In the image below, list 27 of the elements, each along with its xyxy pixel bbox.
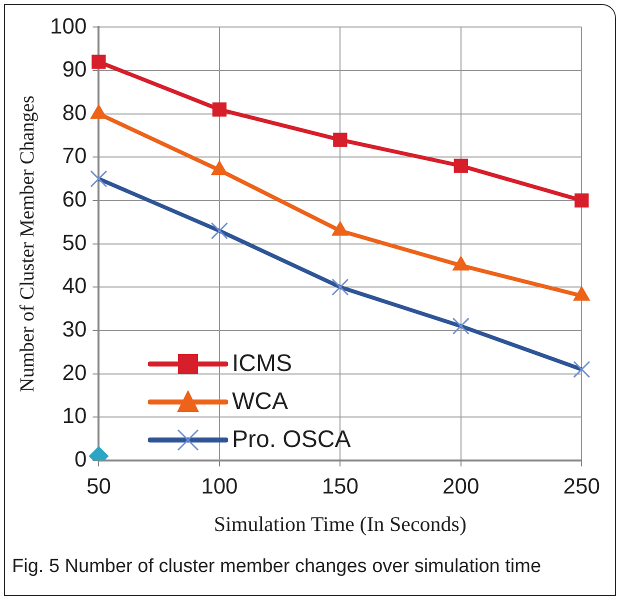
y-tick-label: 90 [62,56,87,82]
x-tick-label: 50 [86,474,111,499]
y-tick-label: 10 [62,403,87,428]
y-tick-label: 70 [62,143,87,168]
legend-label: ICMS [232,350,292,378]
point [212,102,227,117]
y-tick-label: 20 [62,360,87,385]
y-tick-label: 0 [74,446,87,472]
legend-label: WCA [232,388,288,416]
y-tick-label: 40 [62,273,87,298]
y-tick-label: 30 [62,316,87,342]
point [574,193,589,208]
y-tick-label: 50 [62,230,87,255]
caption: Fig. 5 Number of cluster member changes over simulation time [12,556,542,578]
x-tick-label: 250 [563,474,600,499]
point [92,54,106,69]
x-tick-label: 150 [322,474,359,499]
y-tick-label: 60 [62,186,87,212]
y-tick-label: 100 [50,13,87,38]
x-tick-label: 100 [201,474,238,499]
legend-label: Pro. OSCA [232,426,351,454]
point [454,158,468,173]
point [333,132,348,147]
x-axis-title: Simulation Time (In Seconds) [214,512,466,536]
y-axis-title: Number of Cluster Member Changes [16,95,38,392]
x-tick-label: 200 [442,474,480,499]
y-tick-label: 80 [62,100,87,125]
